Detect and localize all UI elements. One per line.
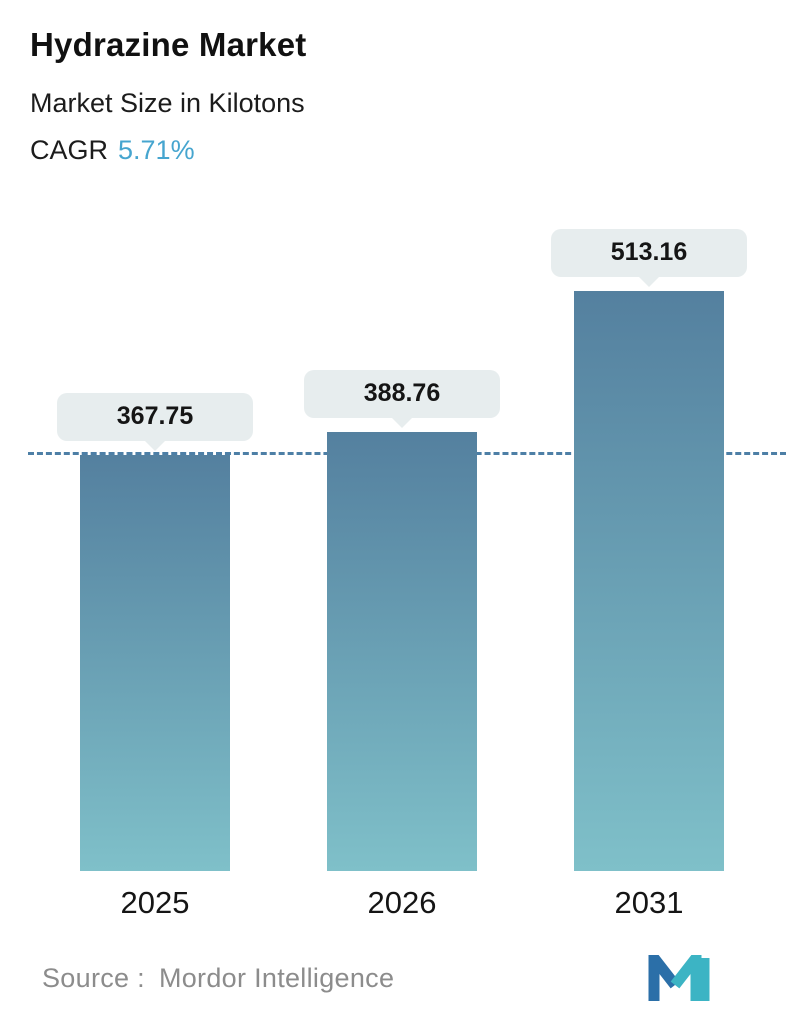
x-axis-label-2025: 2025: [120, 885, 190, 920]
x-axis-label-2026: 2026: [367, 885, 437, 920]
source-label: Source :: [42, 962, 145, 993]
source-value: Mordor Intelligence: [158, 962, 395, 993]
x-axis-labels: 2025 2026 2031: [30, 885, 766, 921]
bar-2031: [574, 291, 724, 871]
value-callout-2031: 513.16: [551, 229, 747, 277]
cagr-label: CAGR: [30, 135, 109, 165]
bar-chart: 367.75 388.76 513.16: [28, 216, 786, 871]
bar-column-2025: 367.75: [57, 216, 253, 871]
cagr-value: 5.71%: [118, 135, 195, 165]
value-callout-2025: 367.75: [57, 393, 253, 441]
mordor-intelligence-logo: [648, 955, 710, 1001]
value-label-2025: 367.75: [116, 402, 194, 430]
x-axis-label-2031: 2031: [614, 885, 684, 920]
bar-column-2031: 513.16: [551, 216, 747, 871]
bar-2025: [80, 455, 230, 871]
bar-2026: [327, 432, 477, 871]
value-label-2026: 388.76: [363, 379, 441, 407]
bars-area: 367.75 388.76 513.16: [30, 216, 766, 871]
footer: Source : Mordor Intelligence: [30, 955, 766, 1001]
source-text: Source : Mordor Intelligence: [42, 963, 394, 994]
chart-subtitle: Market Size in Kilotons: [30, 88, 305, 118]
value-callout-2026: 388.76: [304, 370, 500, 418]
bar-column-2026: 388.76: [304, 216, 500, 871]
cagr-line: CAGR 5.71%: [30, 135, 766, 166]
chart-title: Hydrazine Market: [30, 26, 307, 63]
value-label-2031: 513.16: [610, 238, 688, 266]
